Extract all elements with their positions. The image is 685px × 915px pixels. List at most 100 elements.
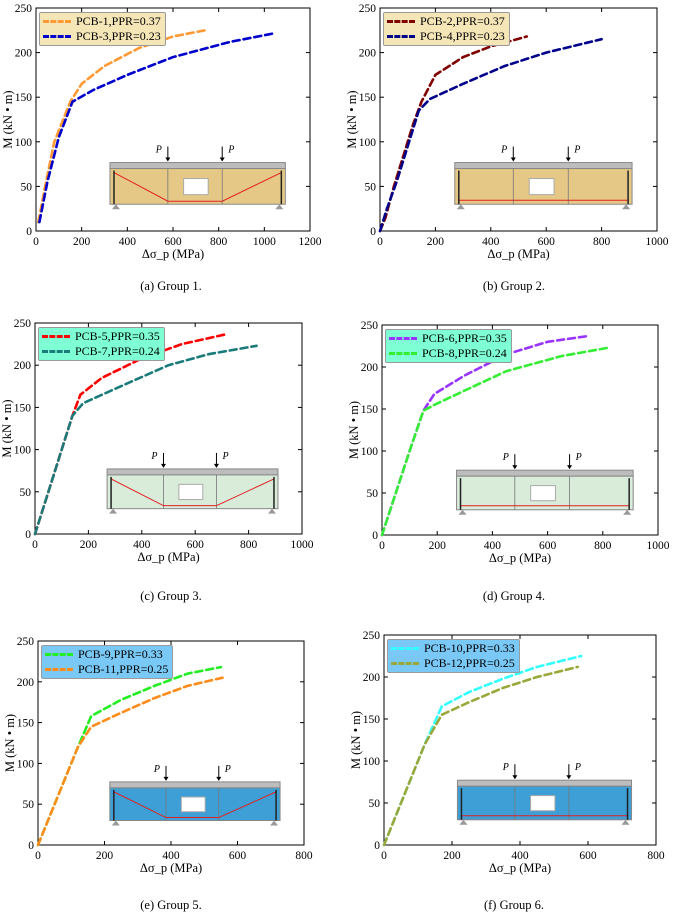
- y-tick-label: 0: [370, 226, 376, 238]
- load-arrowhead: [512, 775, 518, 780]
- y-tick-label: 150: [363, 714, 381, 726]
- x-axis-label: Δσ_p (MPa): [142, 247, 204, 261]
- support-left: [456, 204, 465, 210]
- x-tick-label: 200: [429, 540, 447, 552]
- chart-group-3: 0 200 400 600 800 1000 0 50 100 150 200 250 Δσ_p (MP…: [0, 318, 314, 564]
- load-arrowhead: [165, 157, 171, 162]
- load-arrowhead: [565, 157, 571, 162]
- x-tick-label: 0: [35, 850, 41, 862]
- legend-entry: PCB-8,PPR=0.24: [389, 346, 507, 361]
- series-line-2: [38, 31, 278, 224]
- support-right: [275, 204, 284, 210]
- y-tick-label: 50: [23, 799, 35, 811]
- legend-entry: PCB-1,PPR=0.37: [43, 14, 161, 29]
- legend-swatch: [389, 352, 417, 355]
- y-tick-label: 250: [17, 636, 35, 648]
- x-tick-label: 0: [379, 540, 385, 552]
- y-tick-label: 0: [25, 529, 31, 541]
- legend-swatch: [42, 350, 70, 353]
- legend-label: PCB-4,PPR=0.23: [420, 29, 505, 43]
- legend: PCB-9,PPR=0.33 PCB-11,PPR=0.25: [41, 645, 174, 679]
- chart-group-5: 0 200 400 600 800 0 50 100 150 200 250 Δσ_p (MPa) M …: [3, 636, 313, 875]
- support-right: [621, 819, 630, 825]
- y-tick-label: 200: [17, 677, 35, 689]
- y-axis-label: M (kN • m): [1, 90, 15, 148]
- x-tick-label: 1000: [647, 540, 670, 552]
- legend-label: PCB-8,PPR=0.24: [422, 346, 507, 360]
- legend-swatch: [387, 20, 415, 23]
- legend-entry: PCB-6,PPR=0.35: [389, 331, 507, 346]
- support-right: [622, 204, 631, 210]
- beam-window: [180, 796, 206, 813]
- x-tick-label: 0: [381, 850, 387, 862]
- legend-entry: PCB-2,PPR=0.37: [387, 14, 505, 29]
- plot-frame: [34, 322, 303, 535]
- x-tick-label: 800: [593, 236, 611, 248]
- load-label: P: [224, 764, 231, 775]
- tendon-harped: [110, 478, 275, 507]
- x-tick-label: 1000: [253, 236, 276, 248]
- y-tick-label: 100: [363, 756, 381, 768]
- beam-top-plate: [109, 781, 281, 789]
- y-tick-label: 150: [17, 718, 35, 730]
- legend-swatch: [389, 337, 417, 340]
- panel-group-3: 0 200 400 600 800 1000 0 50 100 150 200 250 Δσ_p (MP…: [0, 305, 342, 610]
- panel-group-1: 0 200 400 600 800 1000 1200 0 50 100 150 200 250 Δσ_p…: [0, 0, 342, 305]
- legend-entry: PCB-7,PPR=0.24: [42, 344, 160, 359]
- support-right: [270, 820, 279, 826]
- x-tick-label: 200: [96, 850, 114, 862]
- support-left: [459, 819, 468, 825]
- load-label: P: [150, 451, 157, 462]
- legend: PCB-10,PPR=0.33 PCB-12,PPR=0.25: [387, 639, 520, 673]
- x-tick-label: 600: [229, 850, 247, 862]
- legend-label: PCB-1,PPR=0.37: [76, 14, 161, 28]
- caption-group-1: (a) Group 1.: [140, 279, 202, 293]
- x-axis-label: Δσ_p (MPa): [140, 861, 202, 875]
- y-tick-label: 200: [359, 48, 377, 60]
- load-arrowhead: [566, 775, 572, 780]
- x-tick-label: 600: [187, 539, 205, 551]
- y-tick-label: 0: [26, 226, 32, 238]
- load-arrowhead: [160, 463, 166, 468]
- x-axis-label: Δσ_p (MPa): [137, 550, 199, 564]
- tendon-harped: [113, 791, 277, 819]
- x-tick-label: 0: [33, 236, 39, 248]
- series-line-2: [378, 37, 603, 233]
- caption-group-5: (e) Group 5.: [140, 898, 202, 912]
- load-label: P: [502, 762, 509, 773]
- legend-entry: PCB-5,PPR=0.35: [42, 329, 160, 344]
- legend-label: PCB-3,PPR=0.23: [76, 29, 161, 43]
- x-tick-label: 800: [210, 236, 228, 248]
- legend: PCB-2,PPR=0.37 PCB-4,PPR=0.23: [383, 12, 510, 46]
- legend-label: PCB-10,PPR=0.33: [424, 641, 515, 655]
- load-label: P: [502, 452, 509, 463]
- x-tick-label: 800: [295, 850, 313, 862]
- plot-frame: [381, 324, 659, 536]
- x-tick-label: 600: [579, 850, 597, 862]
- chart-group-1: 0 200 400 600 800 1000 1200 0 50 100 150 200 250 Δσ_p…: [1, 3, 322, 261]
- x-axis-label: Δσ_p (MPa): [489, 861, 551, 875]
- support-left: [109, 508, 118, 514]
- y-axis-label: M (kN • m): [3, 714, 17, 772]
- y-tick-label: 100: [14, 445, 32, 457]
- beam-window: [178, 483, 204, 501]
- x-tick-label: 0: [377, 236, 383, 248]
- series-line-2: [36, 676, 224, 847]
- legend-label: PCB-6,PPR=0.35: [422, 331, 507, 345]
- x-tick-label: 400: [484, 540, 502, 552]
- load-label: P: [573, 145, 580, 156]
- load-arrowhead: [219, 157, 225, 162]
- caption-group-4: (d) Group 4.: [482, 589, 546, 603]
- legend: PCB-1,PPR=0.37 PCB-3,PPR=0.23: [39, 12, 166, 46]
- support-right: [267, 508, 276, 514]
- series-line-2: [382, 665, 580, 847]
- legend-entry: PCB-11,PPR=0.25: [45, 662, 168, 677]
- legend-entry: PCB-4,PPR=0.23: [387, 29, 505, 44]
- y-tick-label: 50: [20, 487, 32, 499]
- y-tick-label: 100: [361, 446, 379, 458]
- y-tick-label: 150: [15, 92, 33, 104]
